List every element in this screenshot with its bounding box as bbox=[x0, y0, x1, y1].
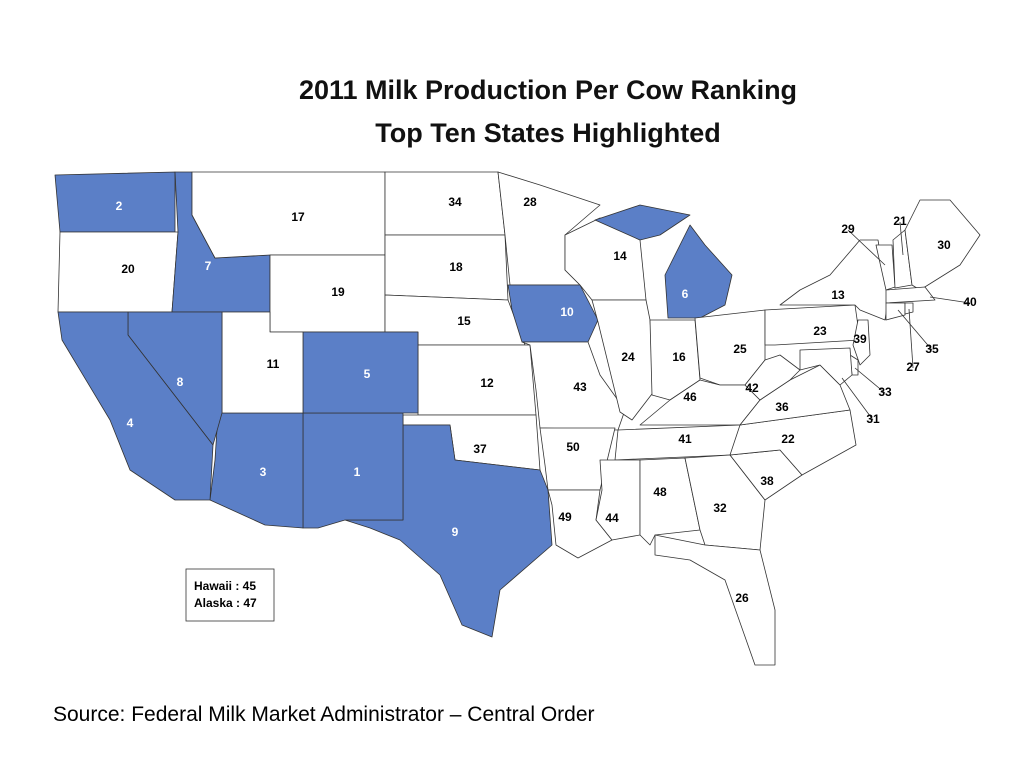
state-rank: 46 bbox=[683, 390, 697, 404]
state-rank: 26 bbox=[735, 591, 749, 605]
state-rank: 39 bbox=[853, 332, 867, 346]
state bbox=[904, 302, 914, 315]
state-rank: 20 bbox=[121, 262, 135, 276]
state bbox=[654, 534, 776, 666]
state-rank: 43 bbox=[573, 380, 587, 394]
state-rank: 18 bbox=[449, 260, 463, 274]
state-rank: 31 bbox=[866, 412, 880, 426]
state-rank: 5 bbox=[364, 367, 371, 381]
inset-label: Alaska : 47 bbox=[194, 596, 257, 610]
state-rank: 33 bbox=[878, 385, 892, 399]
state bbox=[57, 311, 214, 501]
state-rank: 15 bbox=[457, 314, 471, 328]
state-rank: 29 bbox=[841, 222, 855, 236]
state-rank: 38 bbox=[760, 474, 774, 488]
state-rank: 21 bbox=[893, 214, 907, 228]
state-rank: 22 bbox=[781, 432, 795, 446]
state-rank: 37 bbox=[473, 442, 487, 456]
state bbox=[591, 299, 656, 421]
state-rank: 3 bbox=[260, 465, 267, 479]
state-rank: 2 bbox=[116, 199, 123, 213]
state-rank: 17 bbox=[291, 210, 305, 224]
state bbox=[885, 302, 906, 321]
state-rank: 12 bbox=[480, 376, 494, 390]
state-rank: 34 bbox=[448, 195, 462, 209]
state-rank: 36 bbox=[775, 400, 789, 414]
leader-line bbox=[908, 308, 914, 369]
state-rank: 25 bbox=[733, 342, 747, 356]
state bbox=[269, 254, 386, 333]
leader-line bbox=[841, 377, 874, 421]
state bbox=[384, 171, 506, 236]
inset-box bbox=[185, 568, 275, 622]
state-rank: 14 bbox=[613, 249, 627, 263]
state-rank: 13 bbox=[831, 288, 845, 302]
states: 220 7171934181512379135118428104350491424… bbox=[54, 171, 981, 666]
state-rank: 42 bbox=[745, 381, 759, 395]
state-rank: 28 bbox=[523, 195, 537, 209]
state-rank: 9 bbox=[452, 525, 459, 539]
state bbox=[852, 319, 871, 366]
title-line: Top Ten States Highlighted bbox=[375, 118, 721, 148]
state-rank: 44 bbox=[605, 511, 619, 525]
state-rank: 24 bbox=[621, 350, 635, 364]
state-rank: 40 bbox=[963, 295, 977, 309]
state-rank: 16 bbox=[672, 350, 686, 364]
state-rank: 32 bbox=[713, 501, 727, 515]
state bbox=[57, 231, 179, 313]
leader-line bbox=[899, 221, 904, 256]
state-rank: 7 bbox=[205, 259, 212, 273]
state-rank: 30 bbox=[937, 238, 951, 252]
title-line: 2011 Milk Production Per Cow Ranking bbox=[299, 75, 797, 105]
state-rank: 41 bbox=[678, 432, 692, 446]
state-rank: 27 bbox=[906, 360, 920, 374]
leader-line bbox=[897, 309, 933, 351]
state bbox=[344, 424, 553, 638]
leader-line bbox=[847, 229, 886, 266]
state bbox=[595, 459, 641, 541]
inset-label: Hawaii : 45 bbox=[194, 579, 256, 593]
state-rank: 6 bbox=[682, 287, 689, 301]
state-rank: 50 bbox=[566, 440, 580, 454]
state bbox=[547, 489, 613, 559]
state-rank: 23 bbox=[813, 324, 827, 338]
state bbox=[302, 331, 419, 414]
state-rank: 8 bbox=[177, 375, 184, 389]
state-rank: 4 bbox=[127, 416, 134, 430]
state bbox=[384, 234, 509, 301]
state bbox=[209, 412, 304, 529]
state bbox=[664, 224, 733, 319]
state bbox=[191, 171, 386, 259]
state-rank: 11 bbox=[267, 357, 280, 371]
state bbox=[799, 347, 853, 386]
state bbox=[885, 286, 936, 304]
state-rank: 1 bbox=[354, 465, 361, 479]
state-rank: 48 bbox=[653, 485, 667, 499]
state bbox=[904, 199, 981, 291]
state bbox=[594, 204, 691, 241]
state-rank: 35 bbox=[925, 342, 939, 356]
state-rank: 19 bbox=[331, 285, 345, 299]
state bbox=[417, 344, 537, 416]
state bbox=[764, 304, 861, 346]
state-rank: 49 bbox=[558, 510, 572, 524]
source: Source: Federal Milk Market Administrato… bbox=[53, 703, 595, 726]
leader-line bbox=[854, 367, 886, 394]
state-rank: 10 bbox=[560, 305, 574, 319]
state bbox=[507, 284, 599, 343]
leader-line bbox=[929, 296, 971, 304]
